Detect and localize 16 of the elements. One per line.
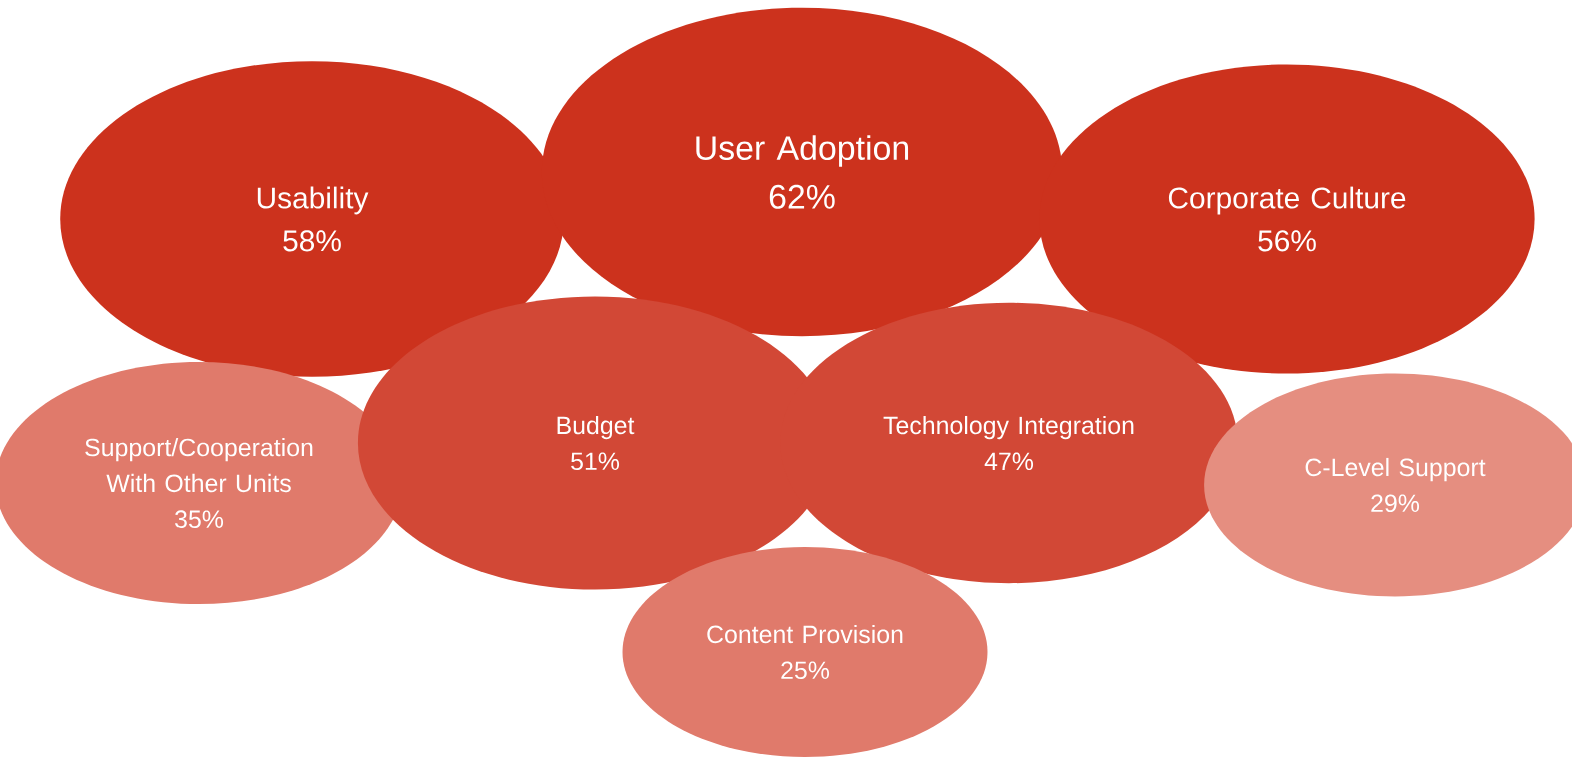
category-label: Support/Cooperation With Other Units (85, 437, 313, 493)
data-label: 35% (175, 510, 224, 529)
category-label: Budget (557, 415, 635, 440)
category-label: Usability (257, 186, 369, 215)
category-label: Corporate Culture (1168, 186, 1406, 215)
data-label: 25% (781, 661, 830, 680)
data-label: 29% (1371, 494, 1420, 513)
category-label: C-Level Support (1305, 457, 1486, 482)
data-label: 58% (283, 230, 341, 252)
category-label: User Adoption (696, 135, 909, 167)
data-label: 62% (769, 184, 835, 209)
data-label: 51% (571, 452, 620, 471)
category-label: Technology Integration (883, 415, 1134, 440)
category-label: Content Provision (707, 624, 903, 644)
data-label: 56% (1258, 230, 1316, 252)
data-label: 47% (984, 452, 1034, 471)
